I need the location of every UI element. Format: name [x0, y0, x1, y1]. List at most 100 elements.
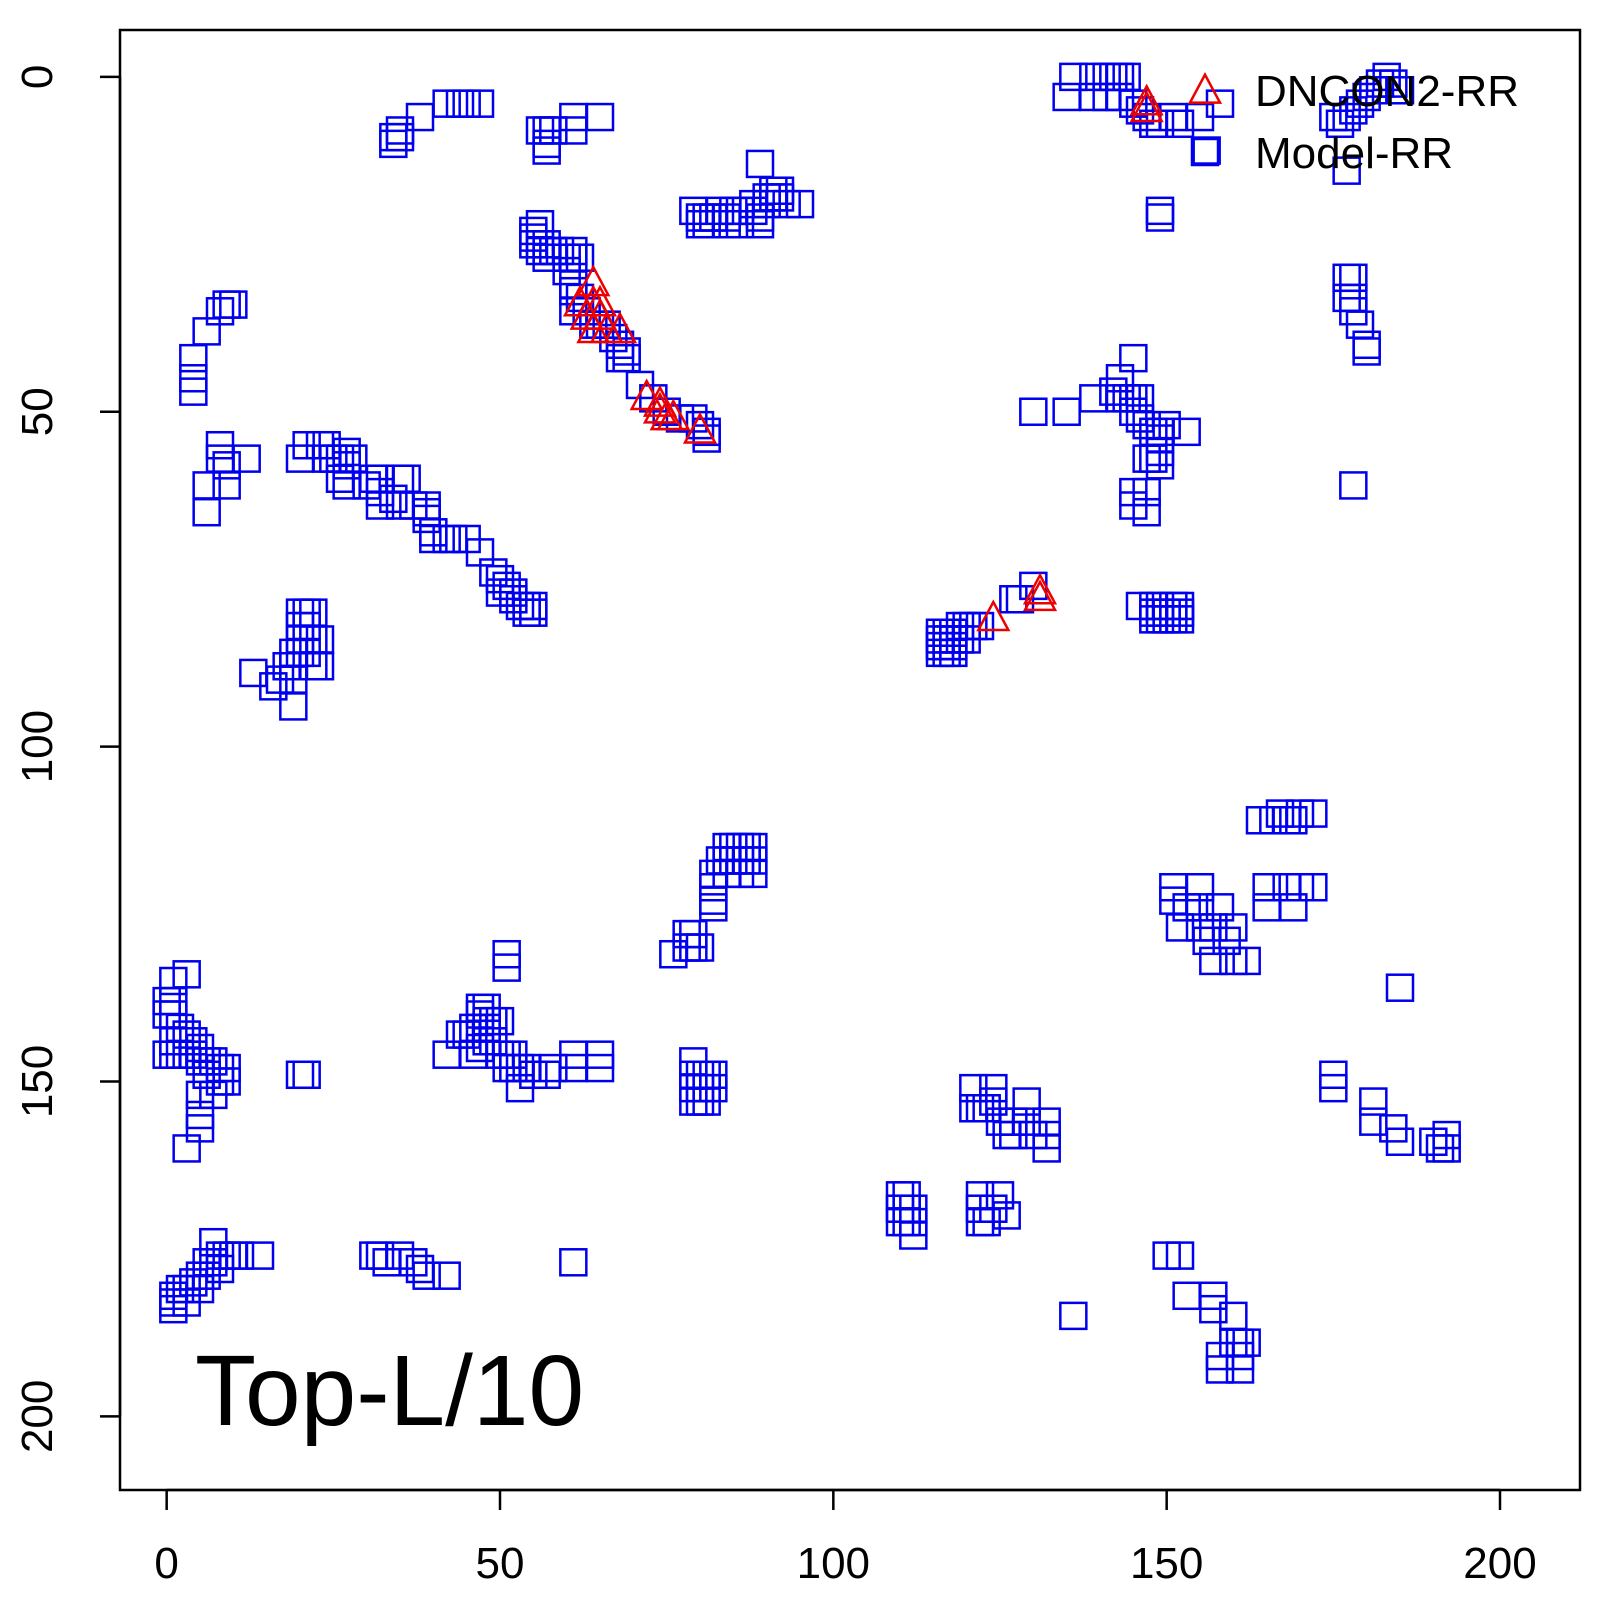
model-rr-point	[172, 1134, 201, 1163]
model-rr-point	[739, 859, 768, 889]
model-rr-point	[292, 1060, 321, 1090]
x-tick-label: 0	[154, 1539, 178, 1588]
y-tick-label: 150	[13, 1045, 62, 1118]
model-rr-point	[1052, 397, 1081, 426]
model-rr-point	[185, 1080, 215, 1110]
model-rr-point	[192, 497, 221, 527]
model-rr-point	[1032, 1107, 1061, 1136]
x-tick-label: 150	[1130, 1539, 1203, 1588]
legend: DNCON2-RR Model-RR	[1187, 67, 1519, 178]
model-rr-point	[1059, 62, 1088, 92]
x-tick-label: 200	[1463, 1539, 1536, 1588]
model-rr-point	[179, 377, 208, 406]
model-rr-point	[1205, 1355, 1235, 1384]
dncon2-rr-point	[656, 398, 691, 431]
x-tick-label: 100	[797, 1539, 870, 1588]
legend-marker-triangle	[1187, 71, 1223, 104]
y-axis: 0 50 100 150 200	[13, 65, 122, 1453]
model-rr-point	[279, 692, 308, 721]
y-tick-label: 0	[13, 65, 62, 89]
legend-label-dncon2-rr: DNCON2-RR	[1255, 67, 1519, 116]
legend-marker-square	[1190, 137, 1220, 167]
model-rr-point	[979, 1087, 1008, 1116]
model-rr-point	[199, 1227, 228, 1257]
model-rr-point	[1332, 156, 1361, 185]
model-rr-point	[1379, 69, 1408, 98]
model-rr-point	[1165, 1241, 1195, 1270]
dncon2-rr-point	[582, 284, 618, 317]
dncon2-rr-point	[1022, 572, 1058, 605]
model-rr-point	[492, 939, 521, 969]
model-rr-point	[1139, 444, 1168, 473]
dncon2-rr-point	[682, 411, 718, 444]
model-rr-point	[365, 1241, 395, 1270]
model-rr-point	[1299, 799, 1328, 828]
model-rr-point	[379, 484, 408, 514]
dncon2-rr-point	[1022, 579, 1058, 612]
model-rr-point	[245, 1241, 275, 1270]
model-rr-point	[1199, 946, 1228, 976]
model-rr-point	[992, 1201, 1021, 1230]
model-rr-point	[1359, 1087, 1388, 1116]
model-rr-point	[1145, 203, 1175, 232]
model-rr-point	[1352, 337, 1381, 366]
model-rr-point	[1132, 497, 1161, 527]
model-rr-point	[1385, 973, 1415, 1002]
model-rr-point	[785, 189, 815, 219]
plot-area	[152, 62, 1461, 1384]
model-rr-point	[1012, 1087, 1041, 1116]
dncon2-rr-point	[1129, 83, 1164, 116]
model-rr-point	[1385, 76, 1415, 105]
model-rr-point	[1252, 872, 1281, 902]
y-tick-label: 200	[13, 1380, 62, 1453]
model-rr-point	[212, 451, 241, 480]
dncon2-rr-point	[1129, 90, 1164, 123]
model-rr-point	[765, 183, 795, 212]
dncon2-rr-point	[976, 599, 1011, 632]
dncon2-rr-point	[629, 378, 664, 411]
model-rr-point	[985, 1181, 1015, 1210]
model-rr-point	[1199, 1294, 1228, 1324]
model-rr-point	[1192, 136, 1221, 165]
dncon2-rr-point	[576, 264, 611, 297]
y-tick-label: 100	[13, 710, 62, 783]
model-rr-point	[1059, 1301, 1088, 1331]
model-rr-point	[179, 343, 208, 373]
model-rr-point	[585, 102, 615, 132]
model-rr-point	[485, 1006, 515, 1036]
model-rr-point	[1192, 926, 1221, 956]
model-rr-point	[1225, 1355, 1255, 1384]
model-rr-point	[232, 444, 261, 473]
model-rr-point	[212, 471, 241, 500]
model-rr-point	[585, 1053, 615, 1083]
model-rr-point	[745, 149, 775, 179]
model-rr-point	[1319, 1073, 1348, 1103]
dncon2-rr-point	[602, 311, 638, 344]
y-tick-label: 50	[13, 387, 62, 436]
model-rr-point	[659, 939, 688, 969]
model-rr-point	[239, 658, 268, 688]
model-rr-point	[939, 638, 968, 668]
x-tick-label: 50	[476, 1539, 525, 1588]
series-model-rr	[152, 62, 1461, 1384]
model-rr-point	[899, 1221, 928, 1250]
model-rr-point	[1232, 946, 1261, 976]
model-rr-point	[1165, 109, 1195, 139]
series-dncon2-rr	[562, 83, 1164, 632]
model-rr-point	[432, 1261, 461, 1290]
model-rr-point	[1385, 1127, 1415, 1156]
model-rr-point	[1279, 806, 1308, 835]
dncon2-rr-point	[642, 391, 678, 424]
model-rr-point	[519, 598, 548, 627]
model-rr-point	[465, 89, 495, 118]
model-rr-point	[699, 893, 728, 922]
model-rr-point	[1432, 1134, 1461, 1163]
model-rr-point	[692, 1087, 721, 1116]
model-rr-point	[1019, 397, 1048, 426]
legend-label-model-rr: Model-RR	[1255, 129, 1453, 178]
model-rr-point	[1279, 893, 1308, 922]
model-rr-point	[532, 136, 561, 165]
model-rr-point	[412, 1261, 441, 1290]
model-rr-point	[1299, 872, 1328, 902]
